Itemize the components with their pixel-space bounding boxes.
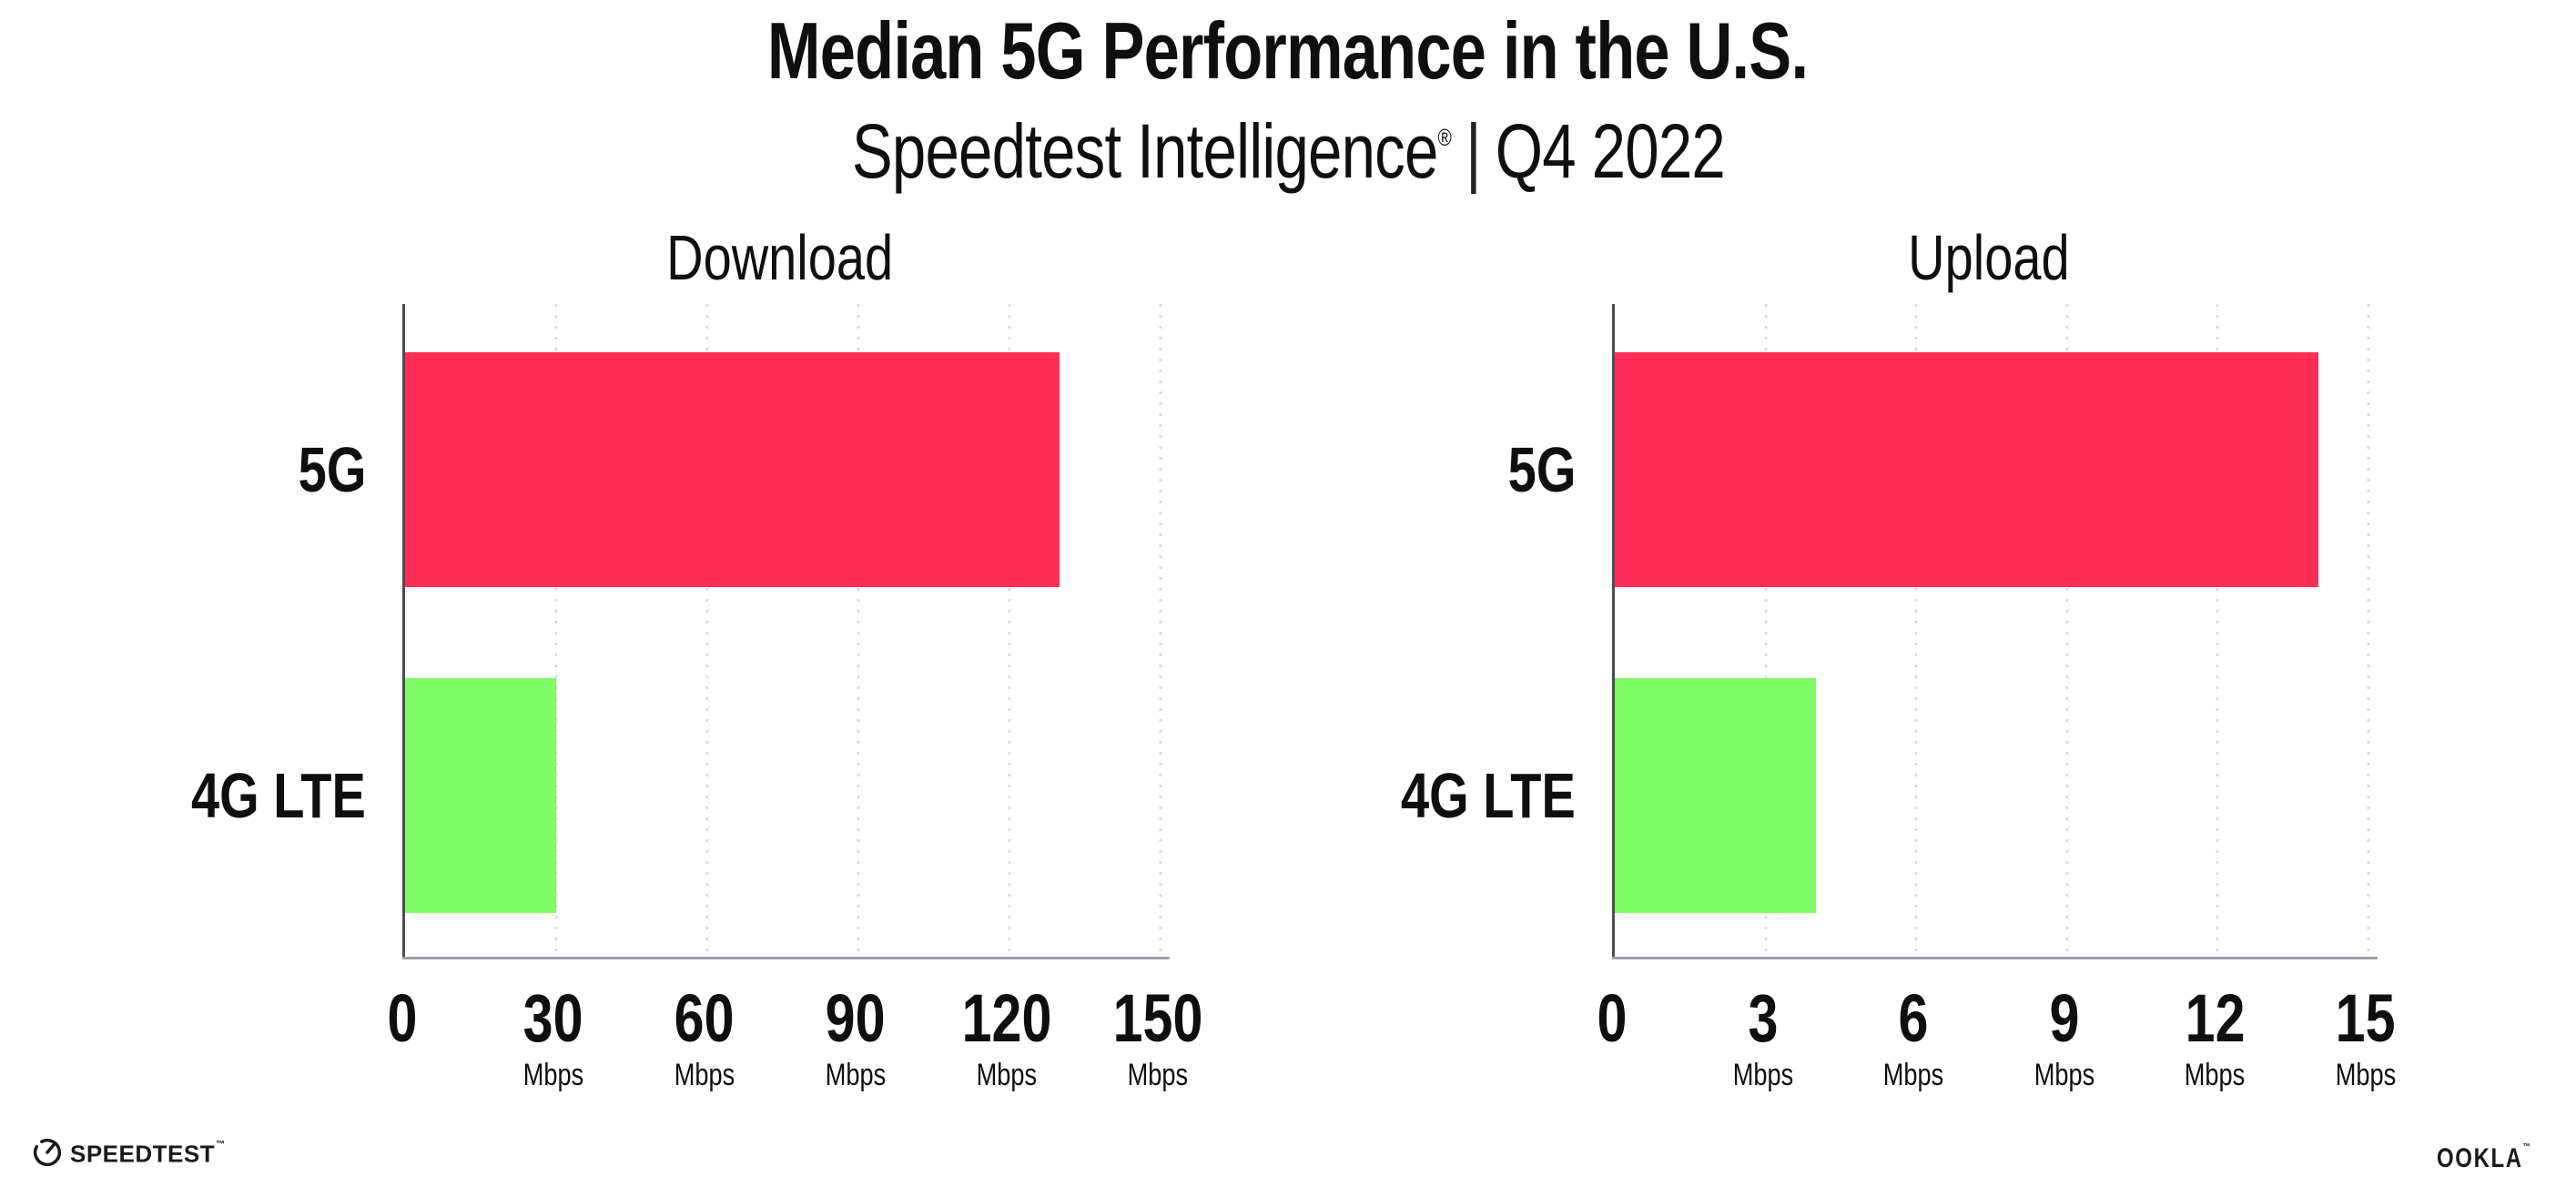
upload-plot-area <box>1612 304 2378 959</box>
upload-x-axis-line <box>1612 957 2378 959</box>
upload-gridline-9 <box>2065 304 2069 959</box>
download-chart-title: Download <box>666 222 894 293</box>
upload-bar-5g <box>1615 352 2318 587</box>
upload-gridline-6 <box>1914 304 1918 959</box>
download-tick-30: 30 Mbps <box>522 980 584 1093</box>
upload-gridline-12 <box>2216 304 2219 959</box>
speedtest-gauge-icon <box>33 1138 62 1167</box>
download-tick-120: 120 Mbps <box>961 980 1052 1093</box>
download-bar-5g <box>405 352 1060 587</box>
upload-tick-12: 12 Mbps <box>2185 980 2246 1093</box>
download-tick-0: 0 <box>387 980 418 1056</box>
subtitle-brand: Speedtest Intelligence <box>851 108 1438 194</box>
upload-tick-15: 15 Mbps <box>2335 980 2397 1093</box>
upload-gridline-15 <box>2367 304 2370 959</box>
subtitle-separator: | <box>1465 108 1481 194</box>
upload-bar-4g-lte <box>1615 678 1816 913</box>
upload-chart-title: Upload <box>1908 222 2070 293</box>
page-title: Median 5G Performance in the U.S. <box>0 5 2576 96</box>
subtitle-period: Q4 2022 <box>1495 108 1725 194</box>
download-gridline-150 <box>1159 304 1162 959</box>
upload-ylabel-4g-lte: 4G LTE <box>1401 760 1576 831</box>
speedtest-trademark: ™ <box>216 1140 226 1150</box>
upload-tick-6: 6 Mbps <box>1882 980 1944 1093</box>
ookla-trademark: ™ <box>2522 1142 2531 1152</box>
speedtest-logo: SPEEDTEST™ <box>33 1136 225 1170</box>
speedtest-wordmark: SPEEDTEST™ <box>70 1140 226 1168</box>
upload-tick-0: 0 <box>1597 980 1628 1056</box>
download-gridline-60 <box>705 304 709 959</box>
subtitle-text: Speedtest Intelligence® | Q4 2022 <box>851 98 1725 196</box>
download-ylabel-4g-lte: 4G LTE <box>191 760 366 831</box>
upload-tick-3: 3 Mbps <box>1732 980 1793 1093</box>
upload-x-axis-ticks: 0 3 Mbps 6 Mbps 9 Mbps 12 Mbps 15 Mbps <box>1597 980 2397 1111</box>
download-ylabel-5g: 5G <box>298 434 366 505</box>
upload-gridline-3 <box>1764 304 1768 959</box>
download-gridline-120 <box>1008 304 1011 959</box>
page-title-text: Median 5G Performance in the U.S. <box>767 5 1809 96</box>
download-tick-90: 90 Mbps <box>825 980 887 1093</box>
upload-tick-9: 9 Mbps <box>2033 980 2095 1093</box>
download-gridline-90 <box>857 304 860 959</box>
page-subtitle: Speedtest Intelligence® | Q4 2022 <box>0 98 2576 196</box>
download-tick-60: 60 Mbps <box>674 980 735 1093</box>
download-bar-4g-lte <box>405 678 556 913</box>
ookla-logo: OOKLA™ <box>2425 1140 2543 1174</box>
ookla-wordmark: OOKLA <box>2436 1143 2523 1173</box>
upload-ylabel-5g: 5G <box>1507 434 1576 505</box>
download-x-axis-ticks: 0 30 Mbps 60 Mbps 90 Mbps 120 Mbps 150 Mbps <box>388 980 1203 1111</box>
download-gridline-30 <box>554 304 558 959</box>
download-x-axis-line <box>402 957 1170 959</box>
download-tick-150: 150 Mbps <box>1112 980 1203 1093</box>
download-plot-area <box>402 304 1170 959</box>
registered-mark: ® <box>1437 124 1451 151</box>
